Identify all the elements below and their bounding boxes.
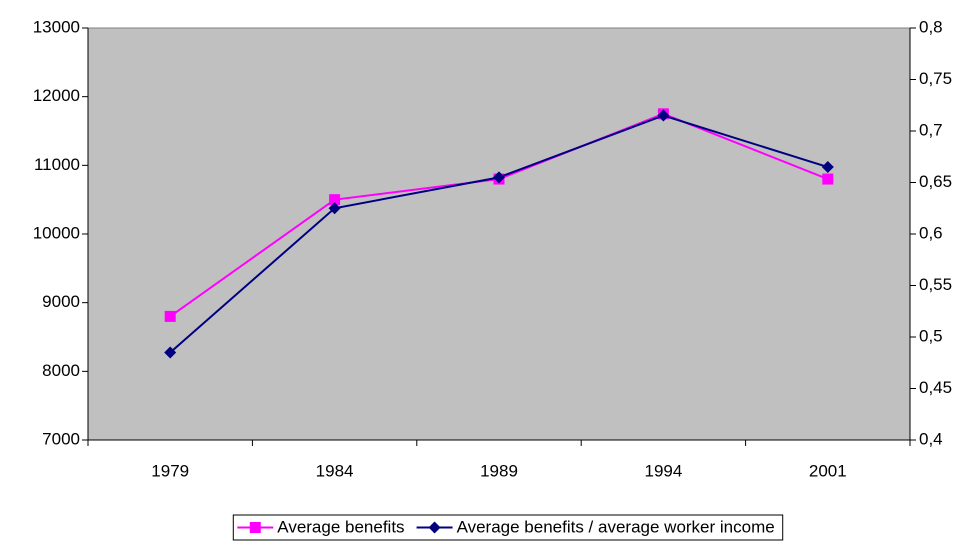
legend-label: Average benefits	[277, 517, 404, 536]
y-tick-label: 13000	[33, 17, 80, 36]
point	[657, 109, 670, 122]
y-tick-label: 8000	[42, 361, 80, 380]
legend-label: Average benefits / average worker income	[457, 517, 775, 536]
x-tick-label: 1994	[644, 461, 682, 480]
point	[164, 346, 177, 359]
point	[329, 194, 341, 206]
y-tick-label: 9000	[42, 292, 80, 311]
y2-tick-label: 0,4	[919, 429, 943, 448]
y-tick-label: 10000	[33, 223, 80, 242]
point	[822, 173, 834, 185]
y2-tick-label: 0,7	[919, 120, 943, 139]
x-tick-label: 1979	[151, 461, 189, 480]
y-tick-label: 12000	[33, 86, 80, 105]
x-tick-label: 1989	[480, 461, 518, 480]
point	[328, 202, 341, 215]
point	[493, 171, 505, 184]
plot-area	[87, 27, 911, 441]
y2-tick-label: 0,6	[919, 223, 943, 242]
legend-marker	[428, 521, 441, 534]
y-tick-label: 7000	[42, 429, 80, 448]
y2-tick-label: 0,5	[919, 326, 943, 345]
y2-tick-label: 0,75	[919, 69, 952, 88]
point	[821, 161, 834, 174]
legend-marker	[249, 522, 261, 533]
x-tick-label: 1984	[316, 461, 354, 480]
x-tick-label: 2001	[809, 461, 847, 480]
y2-tick-label: 0,8	[919, 17, 943, 36]
y2-tick-label: 0,45	[919, 378, 952, 397]
y-tick-label: 11000	[34, 155, 80, 174]
legend	[232, 514, 784, 541]
y2-tick-label: 0,65	[919, 172, 952, 191]
y2-tick-label: 0,55	[919, 275, 952, 294]
point	[164, 310, 176, 322]
